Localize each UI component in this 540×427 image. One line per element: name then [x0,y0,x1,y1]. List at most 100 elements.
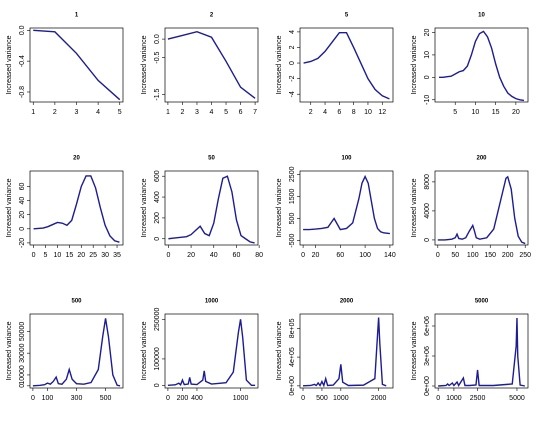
y-tick-label: -1.5 [154,88,161,100]
x-tick-label: 0 [32,252,36,259]
plot-box [164,313,259,389]
x-tick-label: 0 [166,252,170,259]
x-tick-label: 1 [31,109,35,116]
x-tick-label: 5 [118,109,122,116]
x-tick-label: 7 [253,109,257,116]
x-tick-label: 200 [502,252,514,259]
y-axis-label: Increased variance [6,35,13,94]
plot-box [434,27,529,103]
data-line [33,175,120,243]
x-tick-label: 2 [309,109,313,116]
y-tick-label: 0 [154,383,161,387]
y-tick-label: -0.5 [154,51,161,63]
y-tick-label: 0 [289,61,296,65]
plot-box [29,170,124,246]
y-tick-label: 400 [154,191,161,203]
y-tick-label: -0.8 [19,86,26,98]
x-tick-label: 10 [54,252,62,259]
x-tick-label: 5 [44,252,48,259]
y-tick-label: 0 [154,237,161,241]
x-tick-label: 10 [364,109,372,116]
y-axis-label: Increased variance [276,35,283,94]
x-tick-label: 0 [436,252,440,259]
y-tick-label: 8e+05 [289,318,296,338]
y-tick-label: 2500 [289,166,296,182]
y-tick-label: 0 [424,75,431,79]
x-tick-label: 60 [336,252,344,259]
plot-box [434,313,529,389]
panel-title: 100 [341,156,352,162]
y-tick-label: 20 [19,211,26,219]
y-tick-label: 20 [424,28,431,36]
panel-title: 20 [73,156,80,162]
x-tick-label: 1000 [446,395,462,402]
x-tick-label: 35 [113,252,121,259]
x-tick-label: 0 [301,395,305,402]
x-tick-label: 2500 [470,395,486,402]
data-line [33,29,121,101]
x-tick-label: 3 [195,109,199,116]
x-tick-label: 10 [472,109,480,116]
x-tick-label: 20 [187,252,195,259]
y-axis-label: Increased variance [141,35,148,94]
y-axis-label: Increased variance [411,321,418,380]
y-axis-label: Increased variance [411,35,418,94]
panel-title: 50 [208,156,215,162]
y-tick-label: -0.4 [19,55,26,67]
x-tick-label: 0 [31,395,35,402]
x-tick-label: 8 [352,109,356,116]
y-tick-label: 0e+00 [289,376,296,396]
plot-box [164,170,259,246]
y-axis-label: Increased variance [6,178,13,237]
x-tick-label: 3 [75,109,79,116]
y-tick-label: -2 [289,75,296,81]
x-tick-label: 4 [323,109,327,116]
y-tick-label: 250000 [154,308,161,331]
x-tick-label: 2000 [371,395,387,402]
y-axis-label: Increased variance [141,321,148,380]
x-tick-label: 20 [312,252,320,259]
x-tick-label: 1000 [233,395,249,402]
x-tick-label: 6 [337,109,341,116]
x-tick-label: 30 [101,252,109,259]
x-tick-label: 6 [239,109,243,116]
y-tick-label: 10000 [19,365,26,385]
panel-title: 2 [210,13,214,19]
x-tick-label: 150 [484,252,496,259]
x-tick-label: 40 [210,252,218,259]
y-tick-label: -20 [19,238,26,248]
y-tick-label: 600 [154,170,161,182]
x-tick-label: 4 [210,109,214,116]
y-tick-label: 0 [424,238,431,242]
plot-box [299,27,394,103]
x-tick-label: 50 [451,252,459,259]
x-tick-label: 2 [180,109,184,116]
x-tick-label: 12 [378,109,386,116]
x-tick-label: 100 [359,252,371,259]
y-tick-label: 40 [19,197,26,205]
y-tick-label: 0.0 [154,34,161,44]
plot-box [299,170,394,246]
data-line [32,318,121,387]
panel-title: 5000 [475,299,489,305]
x-tick-label: 5 [224,109,228,116]
y-tick-label: 0 [19,227,26,231]
x-tick-label: 300 [71,395,83,402]
panel-title: 1 [75,13,79,19]
x-tick-label: 80 [255,252,263,259]
x-tick-label: 5000 [509,395,525,402]
x-tick-label: 20 [512,109,520,116]
x-tick-label: 1000 [333,395,349,402]
y-tick-label: 4 [289,30,296,34]
y-tick-label: -4 [289,91,296,97]
panel-title: 1000 [205,299,219,305]
y-tick-label: 4e+05 [289,347,296,367]
x-tick-label: 500 [100,395,112,402]
y-tick-label: -500 [289,233,296,247]
data-line [303,31,390,100]
plot-box [299,313,394,389]
data-line [438,317,525,387]
y-axis-label: Increased variance [276,321,283,380]
y-axis-label: Increased variance [411,178,418,237]
